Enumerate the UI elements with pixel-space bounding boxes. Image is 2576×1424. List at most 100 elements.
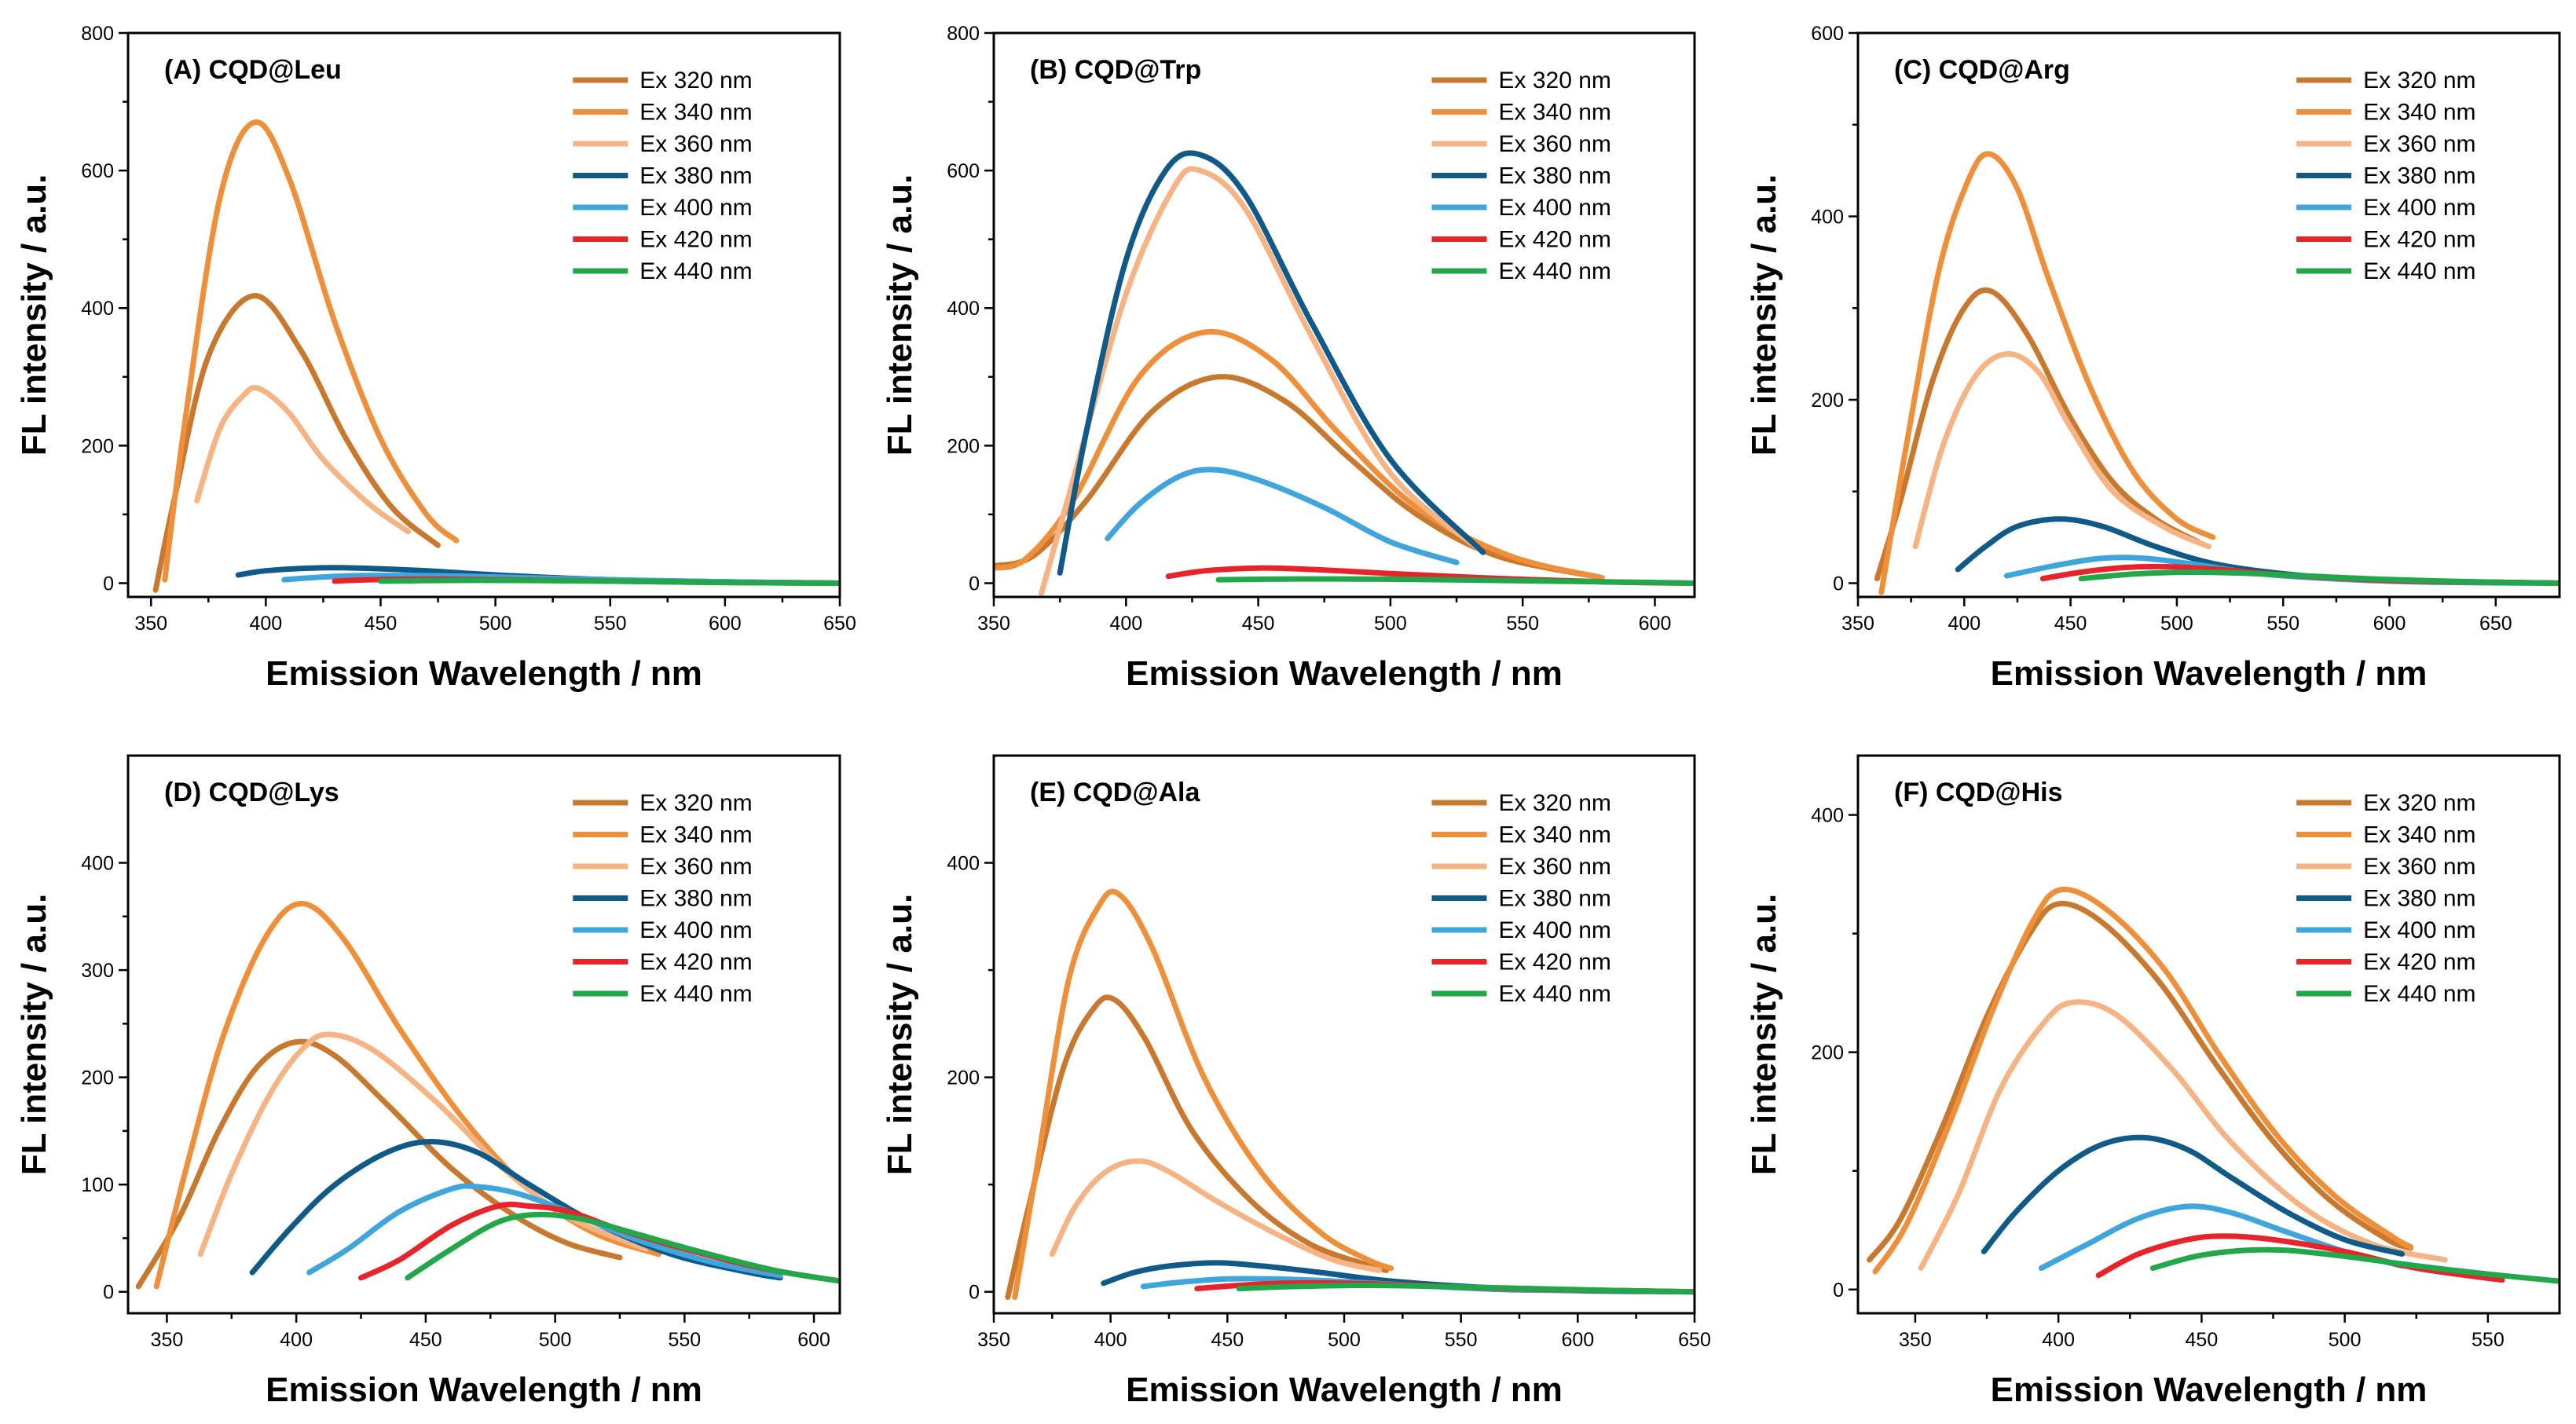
- legend-label: Ex 320 nm: [1499, 68, 1611, 93]
- legend-label: Ex 340 nm: [2363, 822, 2475, 848]
- series-line-ex-380-nm: [1981, 1134, 2405, 1257]
- y-tick-label: 600: [947, 160, 980, 182]
- x-axis-title: Emission Wavelength / nm: [266, 1371, 702, 1409]
- y-tick-label: 200: [947, 1067, 980, 1089]
- x-tick-label: 500: [2160, 613, 2193, 635]
- legend: Ex 320 nm Ex 340 nm Ex 360 nm Ex 380 nm Ex 4…: [1431, 790, 1611, 1007]
- series-line-ex-380-nm: [1057, 150, 1486, 576]
- panel-title: (B) CQD@Trp: [1030, 55, 1201, 85]
- x-tick-label: 500: [1328, 1329, 1361, 1351]
- curves: [994, 150, 1695, 597]
- y-axis-title: FL intensity / a.u.: [15, 174, 53, 456]
- legend-label: Ex 380 nm: [1499, 163, 1611, 189]
- legend: Ex 320 nm Ex 340 nm Ex 360 nm Ex 380 nm Ex 4…: [1431, 68, 1611, 284]
- x-tick-label: 600: [797, 1329, 830, 1351]
- legend-label: Ex 340 nm: [639, 822, 752, 848]
- y-tick-label: 0: [1833, 1279, 1844, 1301]
- x-tick-label: 350: [1841, 613, 1874, 635]
- legend-label: Ex 420 nm: [1499, 227, 1611, 253]
- legend-label: Ex 400 nm: [2363, 917, 2475, 943]
- legend-label: Ex 340 nm: [2363, 100, 2475, 126]
- x-tick-label: 350: [151, 1329, 184, 1351]
- y-tick-label: 600: [81, 160, 114, 182]
- x-tick-label: 400: [1109, 613, 1142, 635]
- y-tick-label: 0: [969, 573, 980, 595]
- legend-label: Ex 340 nm: [639, 100, 752, 126]
- legend-label: Ex 420 nm: [639, 950, 752, 976]
- y-tick-label: 200: [1811, 390, 1844, 412]
- legend: Ex 320 nm Ex 340 nm Ex 360 nm Ex 380 nm Ex 4…: [2296, 790, 2476, 1007]
- legend: Ex 320 nm Ex 340 nm Ex 360 nm Ex 380 nm Ex 4…: [573, 790, 753, 1007]
- legend-label: Ex 440 nm: [639, 981, 752, 1007]
- legend-label: Ex 420 nm: [2363, 227, 2475, 253]
- x-tick-label: 500: [539, 1329, 572, 1351]
- y-tick-label: 200: [81, 1067, 114, 1089]
- panel-title: (E) CQD@Ala: [1030, 778, 1200, 807]
- x-tick-label: 550: [668, 1329, 701, 1351]
- y-tick-label: 200: [947, 435, 980, 457]
- legend: Ex 320 nm Ex 340 nm Ex 360 nm Ex 380 nm Ex 4…: [573, 68, 753, 284]
- y-axis-title: FL intensity / a.u.: [15, 894, 53, 1176]
- x-tick-label: 450: [2054, 613, 2087, 635]
- plot-frame: [992, 31, 1696, 599]
- plot-frame: [1856, 754, 2561, 1315]
- y-axis-title: FL intensity / a.u.: [1745, 894, 1783, 1176]
- x-tick-label: 650: [823, 613, 856, 635]
- panel-b: 350 400 450 500 550 600 0 200 400 600 800 Emission …: [881, 23, 1696, 693]
- y-tick-label: 400: [1811, 206, 1844, 228]
- x-tick-label: 400: [249, 613, 282, 635]
- series-line-ex-440-nm: [378, 577, 840, 586]
- x-tick-label: 550: [2266, 613, 2299, 635]
- x-tick-label: 500: [1374, 613, 1407, 635]
- series-line-ex-320-nm: [135, 1038, 623, 1290]
- panel-title: (D) CQD@Lys: [164, 778, 339, 807]
- y-tick-label: 400: [1811, 805, 1844, 827]
- panel-e: 350 400 450 500 550 600 650 0 200 400 Emission Wav…: [881, 754, 1711, 1409]
- series-line-ex-360-nm: [194, 385, 412, 535]
- series-line-ex-440-nm: [2078, 569, 2560, 586]
- curves: [152, 119, 840, 593]
- x-tick-label: 400: [280, 1329, 313, 1351]
- series-line-ex-360-nm: [1049, 1158, 1383, 1273]
- x-tick-label: 400: [1948, 613, 1981, 635]
- panel-title: (A) CQD@Leu: [164, 55, 342, 85]
- series-line-ex-440-nm: [1236, 1283, 1695, 1295]
- legend-label: Ex 360 nm: [639, 854, 752, 880]
- y-tick-label: 400: [81, 853, 114, 875]
- legend-label: Ex 420 nm: [639, 227, 752, 253]
- y-tick-label: 100: [81, 1174, 114, 1196]
- legend-label: Ex 360 nm: [639, 131, 752, 157]
- series-line-ex-340-nm: [1012, 888, 1394, 1300]
- x-tick-label: 550: [2472, 1329, 2505, 1351]
- legend-label: Ex 380 nm: [1499, 886, 1611, 912]
- y-tick-label: 600: [1811, 23, 1844, 45]
- legend-label: Ex 320 nm: [1499, 790, 1611, 816]
- y-tick-label: 800: [81, 23, 114, 45]
- series-line-ex-320-nm: [1874, 287, 2201, 582]
- y-tick-label: 0: [1833, 573, 1844, 595]
- x-axis-title: Emission Wavelength / nm: [1991, 654, 2428, 693]
- panel-a: 350 400 450 500 550 600 650 0 200 400 600 800 Emissi…: [15, 23, 856, 693]
- legend-label: Ex 360 nm: [2363, 854, 2475, 880]
- x-axis-title: Emission Wavelength / nm: [1126, 1371, 1563, 1409]
- y-axis-title: FL intensity / a.u.: [1745, 174, 1783, 456]
- series-line-ex-340-nm: [1878, 151, 2216, 595]
- legend-label: Ex 400 nm: [2363, 195, 2475, 221]
- y-tick-label: 200: [1811, 1042, 1844, 1064]
- legend-label: Ex 380 nm: [639, 163, 752, 189]
- legend-label: Ex 320 nm: [2363, 790, 2475, 816]
- panel-title: (C) CQD@Arg: [1894, 55, 2070, 85]
- legend-label: Ex 380 nm: [639, 886, 752, 912]
- legend-label: Ex 380 nm: [2363, 886, 2475, 912]
- x-tick-label: 500: [2329, 1329, 2362, 1351]
- legend-label: Ex 440 nm: [1499, 258, 1611, 284]
- legend: Ex 320 nm Ex 340 nm Ex 360 nm Ex 380 nm Ex 4…: [2296, 68, 2476, 284]
- curves: [135, 900, 840, 1290]
- curves: [1874, 151, 2560, 595]
- legend-label: Ex 420 nm: [1499, 950, 1611, 976]
- x-axis-title: Emission Wavelength / nm: [1126, 654, 1563, 693]
- x-tick-label: 350: [977, 613, 1010, 635]
- x-tick-label: 550: [1445, 1329, 1478, 1351]
- legend-label: Ex 320 nm: [2363, 68, 2475, 93]
